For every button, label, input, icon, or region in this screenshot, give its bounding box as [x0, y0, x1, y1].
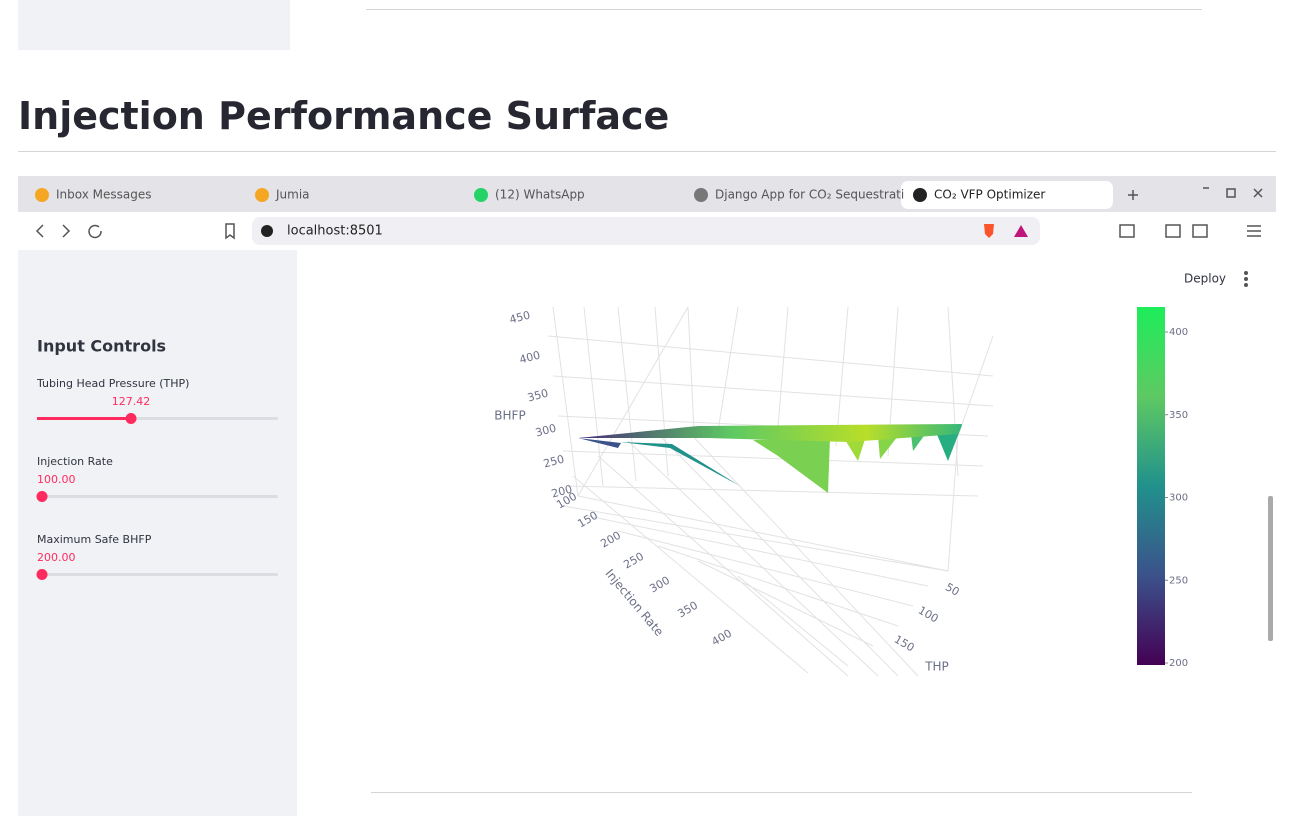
y-axis-title: Injection Rate [602, 566, 666, 638]
heading: Injection Performance Surface [18, 94, 670, 138]
active-tab[interactable] [901, 181, 1113, 209]
slider-value: 127.42 [112, 395, 151, 408]
info-icon[interactable] [261, 225, 273, 237]
tab-icon [913, 188, 927, 202]
tab-title[interactable]: Jumia [275, 188, 310, 202]
slider-knob[interactable] [36, 491, 48, 502]
z-tick-label: 300 [534, 422, 558, 440]
rewards-icon[interactable] [1014, 225, 1028, 237]
x-tick-label: 100 [916, 604, 941, 626]
scrollbar [1268, 496, 1273, 641]
colorbar-tick-label: 200 [1169, 658, 1188, 669]
sidebar-title: Input Controls [37, 337, 166, 356]
plot-grid [547, 306, 994, 677]
surface-facet [844, 436, 866, 461]
slider-label: Maximum Safe BHFP [37, 533, 152, 546]
z-tick-label: 350 [526, 387, 550, 405]
tab-icon [474, 188, 488, 202]
deploy-button[interactable]: Deploy [1184, 272, 1226, 286]
surface-sheet [578, 424, 962, 442]
surface-facet [753, 438, 830, 493]
brave-icon[interactable] [984, 224, 994, 238]
colorbar-tick-label: 350 [1169, 410, 1188, 421]
surface [578, 424, 962, 493]
slider-label: Injection Rate [37, 455, 113, 468]
z-tick-label: 450 [508, 309, 532, 327]
slider-knob[interactable] [36, 569, 48, 580]
slider-fill [37, 417, 131, 420]
z-axis-title: BHFP [494, 409, 525, 423]
surface-facet [911, 433, 926, 451]
x-axis-title: THP [924, 660, 949, 674]
x-tick-label: 50 [943, 580, 962, 598]
colorbar [1137, 307, 1165, 665]
z-tick-label: 200 [550, 483, 574, 501]
divider [366, 9, 1202, 10]
tab-title[interactable]: (12) WhatsApp [495, 188, 585, 202]
surface-facet [578, 438, 621, 448]
surface-facet [878, 436, 898, 459]
tab-title[interactable]: CO₂ VFP Optimizer [934, 188, 1045, 202]
nav-icons [35, 187, 1263, 240]
tab-icon [35, 188, 49, 202]
colorbar-tick-label: 400 [1169, 327, 1188, 338]
tab-icon [255, 188, 269, 202]
z-tick-label: 250 [542, 453, 566, 471]
slider-label: Tubing Head Pressure (THP) [36, 377, 189, 390]
y-tick-label: 200 [598, 529, 623, 551]
tab-title[interactable]: Django App for CO₂ Sequestrati [715, 188, 904, 202]
surface-facet [620, 442, 740, 486]
address-bar[interactable] [252, 217, 1040, 245]
sidebar [18, 250, 297, 816]
y-tick-label: 300 [647, 574, 672, 596]
slider-value: 200.00 [37, 551, 76, 564]
y-tick-label: 350 [675, 599, 700, 621]
divider [18, 151, 1276, 152]
slider-track [37, 495, 278, 498]
url[interactable]: localhost:8501 [287, 224, 383, 239]
tab-title[interactable]: Inbox Messages [56, 188, 152, 202]
y-tick-label: 400 [709, 627, 734, 649]
slider-value: 100.00 [37, 473, 76, 486]
colorbar-tick-label: 300 [1169, 493, 1188, 504]
y-tick-label: 250 [621, 550, 646, 572]
slider-knob[interactable] [125, 413, 137, 424]
tab-icon [694, 188, 708, 202]
screenshot: Inbox Messages Jumia (12) WhatsApp Django A… [18, 176, 1276, 816]
top-block [18, 0, 290, 50]
slider-track [37, 573, 278, 576]
colorbar-tick-label: 250 [1169, 575, 1188, 586]
divider [371, 792, 1192, 793]
z-tick-label: 400 [518, 349, 542, 367]
x-tick-label: 150 [892, 633, 917, 655]
menu-icon[interactable] [1244, 271, 1248, 287]
